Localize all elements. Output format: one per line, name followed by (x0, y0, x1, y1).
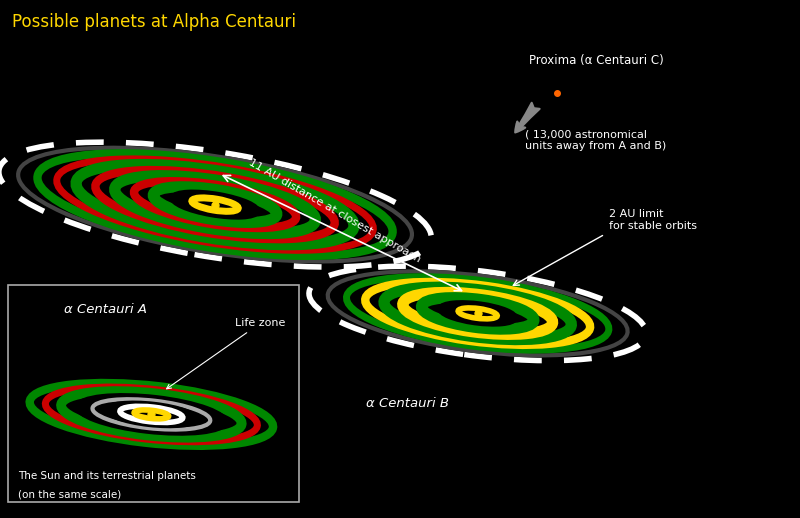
Text: The Sun and its terrestrial planets: The Sun and its terrestrial planets (18, 471, 196, 481)
Text: Life zone: Life zone (166, 319, 286, 389)
Text: Possible planets at Alpha Centauri: Possible planets at Alpha Centauri (12, 13, 296, 31)
Text: (on the same scale): (on the same scale) (18, 490, 122, 499)
Text: α Centauri B: α Centauri B (366, 397, 450, 410)
Text: ( 13,000 astronomical
units away from A and B): ( 13,000 astronomical units away from A … (526, 130, 666, 151)
Text: 11 AU distance at closest approach: 11 AU distance at closest approach (246, 157, 422, 264)
Text: α Centauri A: α Centauri A (64, 304, 147, 316)
Text: Proxima (α Centauri C): Proxima (α Centauri C) (530, 54, 664, 67)
Text: 2 AU limit
for stable orbits: 2 AU limit for stable orbits (609, 209, 697, 231)
Bar (8, 285, 298, 502)
